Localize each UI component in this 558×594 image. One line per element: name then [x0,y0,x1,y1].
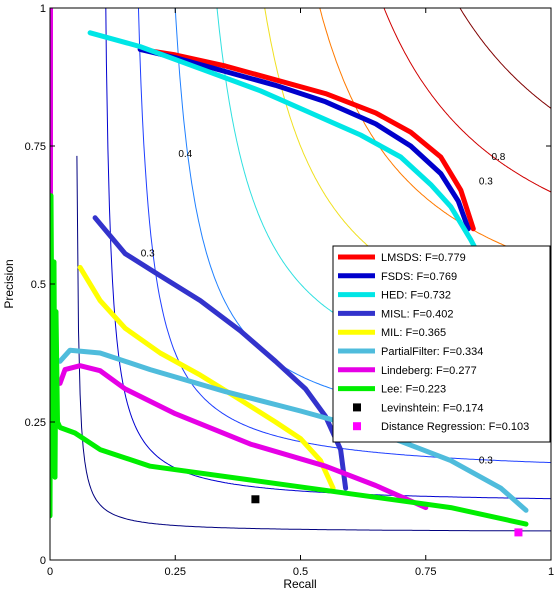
iso-f-label: 0.3 [479,177,493,188]
legend-label: Distance Regression: F=0.103 [381,421,529,433]
legend-label: Lee: F=0.223 [381,384,446,396]
iso-f-label: 0.8 [491,152,505,163]
legend-label: MIL: F=0.365 [381,327,446,339]
y-tick-label: 0.25 [25,417,46,429]
legend-label: HED: F=0.732 [381,290,451,302]
x-axis-label: Recall [283,577,316,591]
series-line-4 [77,264,336,491]
legend-label: Lindeberg: F=0.277 [381,365,477,377]
series-line-2 [87,30,491,276]
x-tick-label: 0.75 [415,566,436,578]
marker-points [251,495,523,537]
legend-label: PartialFilter: F=0.334 [381,346,483,358]
marker-point-0 [251,495,260,504]
y-tick-label: 1 [40,3,46,15]
x-tick-label: 1 [548,566,554,578]
series-line-0 [137,46,476,232]
y-tick-label: 0.5 [31,279,46,291]
iso-f-labels: 0.4 0.3 0.8 0.3 0.3 [141,149,506,466]
y-axis-label: Precision [2,259,16,308]
iso-f-curve [459,8,551,109]
iso-f-label: 0.3 [479,455,493,466]
x-tick-label: 0.5 [293,566,308,578]
series-line-6 [57,363,429,511]
legend-box [332,245,551,443]
iso-f-label: 0.3 [141,248,155,259]
series-line-1 [137,46,471,232]
series-line-5 [57,347,529,513]
axis-ticks: 0 0.25 0.5 0.75 1 0 0.25 0.5 0.75 1 [25,3,554,578]
iso-f-curve [137,8,551,464]
legend-swatch [353,422,361,431]
y-tick-label: 0 [40,555,46,567]
legend-label: FSDS: F=0.769 [381,271,457,283]
series-line-7 [50,193,529,527]
legend-label: MISL: F=0.402 [381,308,453,320]
iso-f-label: 0.4 [178,149,192,160]
x-tick-label: 0 [47,566,53,578]
legend-swatch [353,403,361,412]
marker-point-1 [514,528,523,537]
legend: LMSDS: F=0.779 FSDS: F=0.769 HED: F=0.732 M… [332,245,551,443]
legend-label: Levinshtein: F=0.174 [381,402,483,414]
y-tick-label: 0.75 [25,141,46,153]
iso-f-curve [76,155,551,532]
legend-label: LMSDS: F=0.779 [381,252,466,264]
x-tick-label: 0.25 [165,566,186,578]
